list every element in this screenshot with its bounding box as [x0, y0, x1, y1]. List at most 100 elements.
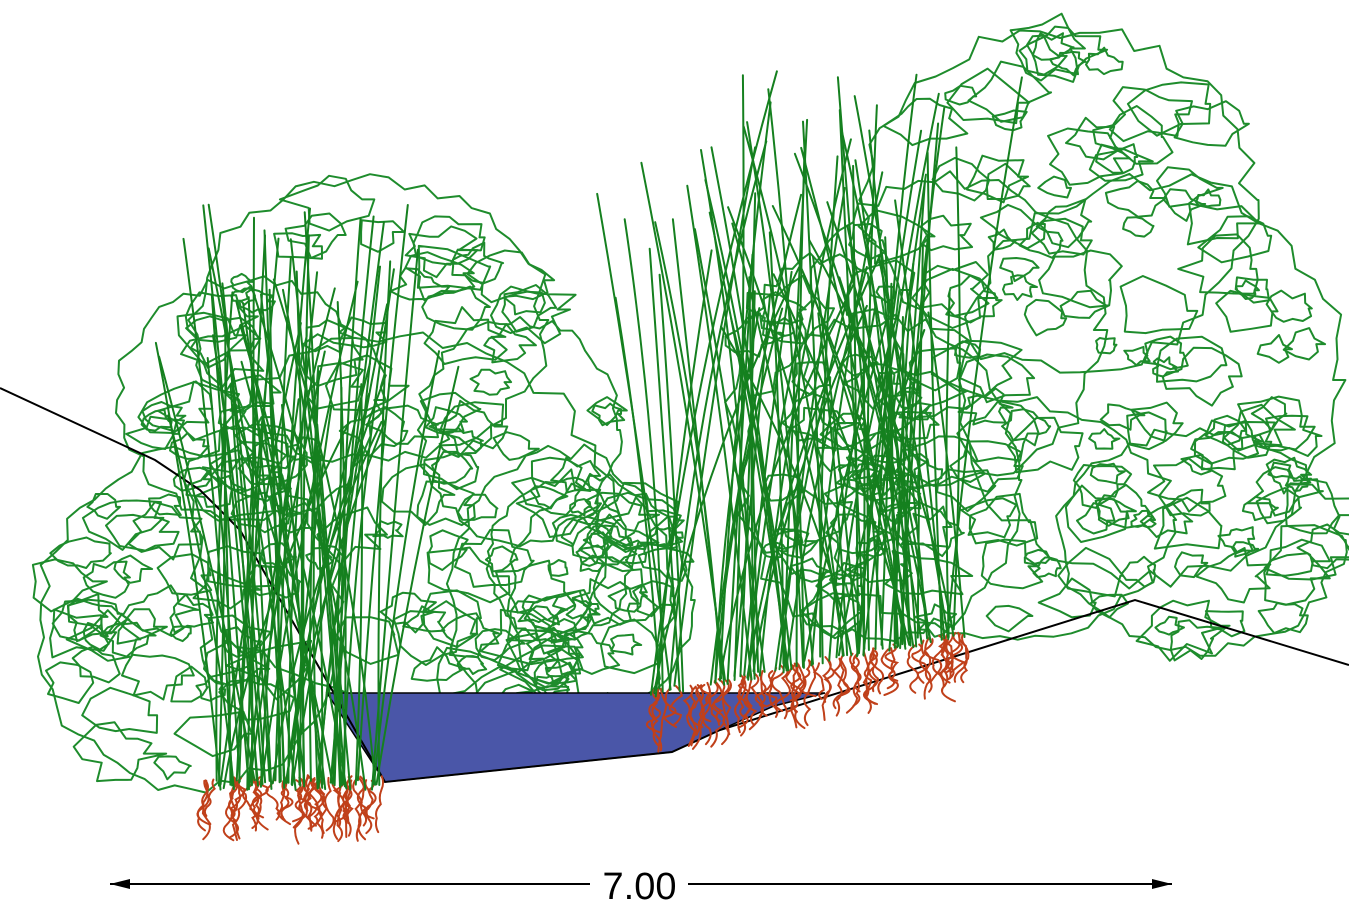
- root-strand: [648, 690, 663, 752]
- leaf-cluster: [456, 655, 488, 675]
- reed-stem: [240, 360, 327, 791]
- leaf-cluster: [985, 162, 1031, 200]
- leaf-cluster: [584, 491, 661, 543]
- reed-stem: [862, 173, 927, 656]
- leaf-cluster: [985, 604, 1034, 633]
- reed-stem: [250, 216, 255, 787]
- reed-stem: [719, 101, 772, 682]
- root-strand: [710, 679, 725, 726]
- leaf-cluster: [1156, 166, 1224, 208]
- leaf-cluster: [1232, 541, 1260, 558]
- leaf-cluster: [1089, 462, 1126, 485]
- leaf-cluster: [1173, 100, 1250, 147]
- leaf-cluster: [1108, 86, 1193, 143]
- leaf-cluster: [1234, 276, 1270, 304]
- reed-stem: [750, 192, 757, 680]
- leaf-cluster: [1254, 414, 1323, 457]
- root-strand: [253, 778, 269, 831]
- leaf-cluster: [153, 755, 192, 781]
- leaf-cluster: [1065, 116, 1119, 161]
- reed-stem: [768, 231, 785, 665]
- leaf-cluster: [1006, 416, 1084, 474]
- leaf-cluster: [959, 353, 1036, 404]
- root-strand: [688, 685, 704, 729]
- leaf-cluster: [1030, 217, 1093, 256]
- leaf-cluster: [648, 526, 684, 550]
- leaf-cluster: [1217, 526, 1256, 555]
- leaf-cluster: [428, 399, 509, 458]
- reed-stem: [375, 365, 460, 786]
- leaf-cluster: [466, 249, 556, 304]
- root-strand: [276, 779, 292, 826]
- leaf-cluster: [1235, 279, 1260, 300]
- leaf-cluster: [441, 612, 500, 659]
- leaf-cluster: [1223, 403, 1296, 452]
- root-strand: [645, 688, 663, 734]
- reed-stem: [800, 146, 907, 650]
- root-strand: [835, 654, 845, 717]
- reed-stem: [316, 423, 346, 788]
- leaf-cluster: [1032, 556, 1062, 579]
- leaf-cluster: [372, 520, 404, 539]
- root-strand: [812, 662, 825, 700]
- leaf-cluster: [1221, 421, 1276, 459]
- leaf-cluster: [857, 209, 936, 265]
- leaf-cluster: [495, 559, 577, 621]
- leaf-cluster: [1282, 327, 1327, 361]
- leaf-cluster: [882, 97, 969, 147]
- leaf-cluster: [1152, 356, 1180, 378]
- leaf-cluster: [1256, 334, 1293, 364]
- leaf-cluster: [1193, 419, 1263, 465]
- leaf-cluster: [1246, 466, 1324, 517]
- leaf-cluster: [1092, 105, 1174, 165]
- leaf-cluster: [1156, 335, 1228, 383]
- reed-stem: [247, 296, 273, 790]
- root-strand: [374, 775, 385, 834]
- leaf-cluster: [523, 605, 559, 632]
- leaf-cluster: [547, 559, 569, 577]
- leaf-cluster: [600, 618, 665, 675]
- leaf-cluster: [1031, 32, 1075, 61]
- reed-stem: [828, 302, 877, 662]
- foliage-outline: [858, 28, 1260, 374]
- leaf-cluster: [426, 546, 511, 604]
- leaf-cluster: [125, 415, 185, 450]
- root-strand: [768, 666, 779, 718]
- leaf-cluster: [1265, 538, 1331, 577]
- foliage-outline: [37, 445, 345, 794]
- root-strand: [880, 648, 896, 690]
- leaf-cluster: [591, 402, 626, 427]
- leaf-cluster: [479, 608, 560, 666]
- root-strand: [201, 779, 212, 826]
- root-strand: [803, 660, 817, 727]
- leaf-cluster: [140, 408, 173, 432]
- left-reed-clump: [154, 203, 460, 791]
- leaf-cluster: [547, 618, 578, 644]
- root-strand: [837, 658, 851, 698]
- root-strand: [721, 678, 733, 746]
- leaf-cluster: [1204, 610, 1246, 638]
- reed-stem: [182, 237, 234, 787]
- root-strand: [668, 685, 684, 726]
- ground-profile-line: [0, 387, 1349, 784]
- root-strand: [799, 659, 817, 698]
- leaf-cluster: [1037, 577, 1097, 619]
- leaf-cluster: [1094, 496, 1137, 527]
- leaf-cluster: [1119, 275, 1199, 335]
- leaf-cluster: [169, 593, 215, 634]
- reed-stem: [596, 192, 672, 691]
- reed-stem: [803, 321, 888, 662]
- reed-stem: [341, 268, 395, 784]
- leaf-cluster: [1018, 221, 1064, 259]
- reed-stem: [247, 287, 336, 783]
- leaf-cluster: [957, 387, 1014, 426]
- leaf-cluster: [81, 686, 159, 734]
- leaf-cluster: [1072, 464, 1133, 509]
- foliage-outline: [182, 331, 623, 706]
- leaf-cluster: [605, 539, 648, 565]
- reed-stem: [945, 291, 951, 639]
- leaf-cluster: [121, 584, 200, 637]
- leaf-cluster: [1095, 337, 1118, 355]
- root-strand: [862, 652, 879, 706]
